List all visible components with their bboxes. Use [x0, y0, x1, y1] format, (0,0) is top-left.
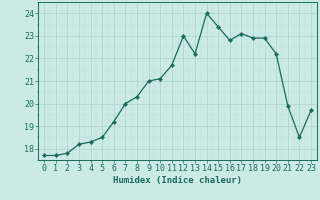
X-axis label: Humidex (Indice chaleur): Humidex (Indice chaleur)	[113, 176, 242, 185]
